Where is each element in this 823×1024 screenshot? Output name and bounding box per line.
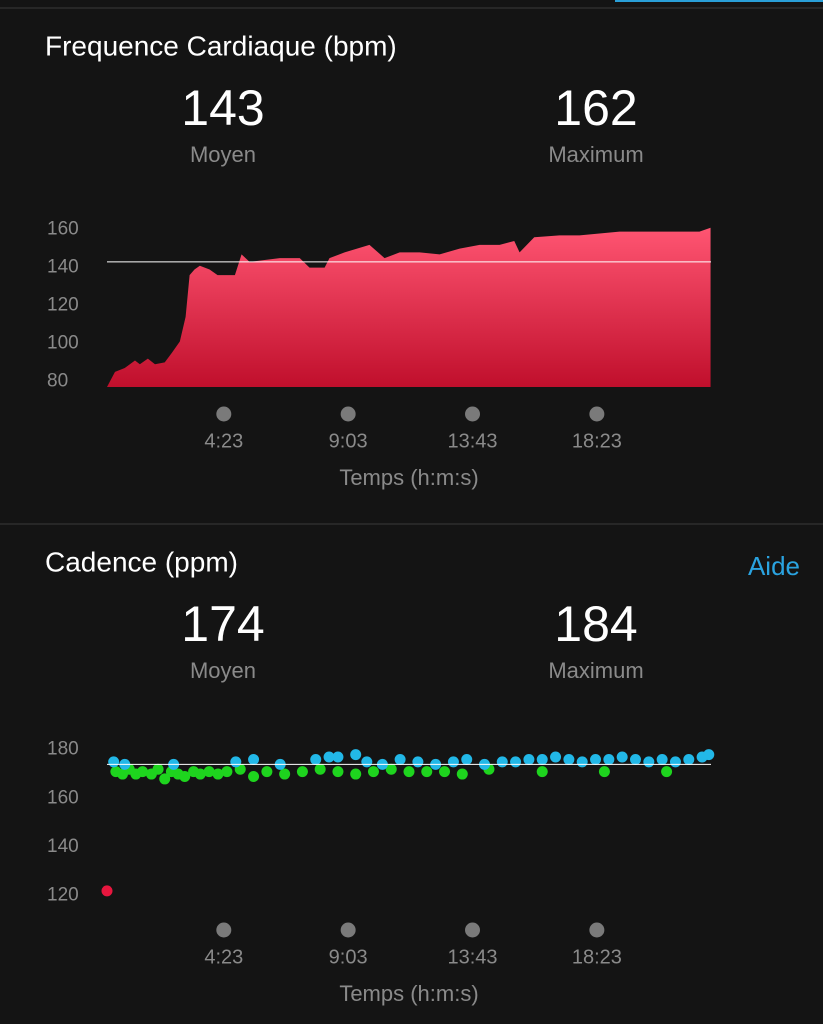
point [159, 773, 171, 785]
point [643, 756, 655, 768]
point [203, 766, 215, 778]
y-tick-label: 80 [47, 370, 68, 391]
point [421, 766, 433, 778]
y-tick-label: 100 [47, 332, 79, 353]
x-axis-title: Temps (h:m:s) [339, 465, 478, 490]
y-tick-label: 140 [47, 257, 79, 278]
x-tick-dot [340, 406, 356, 422]
point [616, 751, 628, 763]
stat-value: 184 [554, 596, 637, 652]
stat-value: 143 [181, 80, 264, 136]
point [550, 751, 562, 763]
point [350, 768, 362, 780]
point [248, 753, 260, 765]
point [598, 766, 610, 778]
x-tick-label: 18:23 [572, 430, 622, 452]
stat-label: Moyen [190, 658, 256, 683]
point [523, 753, 535, 765]
point [630, 753, 641, 765]
point [576, 756, 588, 768]
point [296, 766, 308, 778]
point [108, 756, 120, 768]
x-tick-label: 9:03 [329, 430, 368, 452]
x-tick-dot [465, 922, 481, 938]
point [661, 766, 673, 778]
point [683, 753, 695, 765]
y-tick-label: 180 [47, 739, 79, 760]
point [447, 756, 459, 768]
point [703, 749, 715, 761]
x-tick-dot [340, 922, 356, 938]
point [367, 766, 379, 778]
x-tick-label: 4:23 [204, 946, 243, 968]
help-link[interactable]: Aide [748, 551, 800, 581]
x-axis-title: Temps (h:m:s) [339, 981, 478, 1006]
point [310, 753, 322, 765]
point [669, 756, 681, 768]
point [221, 766, 233, 778]
point [536, 766, 548, 778]
x-tick-dot [216, 922, 232, 938]
point [394, 753, 406, 765]
point [656, 753, 668, 765]
point [101, 885, 113, 897]
section-title: Frequence Cardiaque (bpm) [45, 30, 397, 61]
point [314, 763, 326, 775]
y-tick-label: 140 [47, 836, 79, 857]
point [361, 756, 373, 768]
point [332, 751, 344, 763]
point [590, 753, 602, 765]
point [194, 768, 206, 780]
area [107, 227, 711, 387]
point [332, 766, 344, 778]
stat-label: Moyen [190, 142, 256, 167]
point [248, 770, 260, 782]
x-tick-label: 13:43 [447, 946, 497, 968]
point [403, 766, 415, 778]
y-tick-label: 120 [47, 295, 79, 316]
point [563, 753, 575, 765]
point [261, 766, 273, 778]
stat-value: 162 [554, 80, 637, 136]
point [152, 763, 164, 775]
stat-value: 174 [181, 596, 264, 652]
point [510, 756, 522, 768]
x-tick-label: 18:23 [572, 946, 622, 968]
stat-label: Maximum [548, 142, 643, 167]
point [385, 763, 397, 775]
point [179, 770, 191, 782]
x-tick-label: 13:43 [447, 430, 497, 452]
point [230, 756, 242, 768]
x-tick-label: 9:03 [329, 946, 368, 968]
point [212, 768, 224, 780]
section-title: Cadence (ppm) [45, 546, 238, 577]
x-tick-dot [465, 406, 481, 422]
point [350, 749, 362, 761]
stat-label: Maximum [548, 658, 643, 683]
point [323, 751, 335, 763]
x-tick-label: 4:23 [204, 430, 243, 452]
point [603, 753, 615, 765]
point [456, 768, 468, 780]
point [461, 753, 473, 765]
x-tick-dot [589, 406, 605, 422]
point [439, 766, 451, 778]
x-tick-dot [216, 406, 232, 422]
y-tick-label: 160 [47, 219, 79, 240]
x-tick-dot [589, 922, 605, 938]
point [536, 753, 548, 765]
point [279, 768, 291, 780]
point [496, 756, 508, 768]
y-tick-label: 160 [47, 787, 79, 808]
point [412, 756, 424, 768]
y-tick-label: 120 [47, 885, 79, 906]
point [137, 766, 149, 778]
